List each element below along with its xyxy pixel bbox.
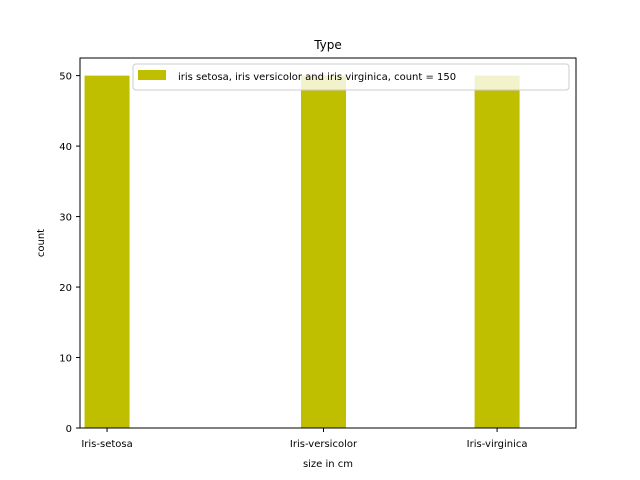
axes-frame bbox=[79, 57, 577, 429]
x-tick-label: Iris-setosa bbox=[81, 439, 132, 450]
y-axis-label: count bbox=[36, 229, 47, 257]
y-tick-label: 20 bbox=[59, 283, 72, 294]
y-tick-label: 50 bbox=[59, 72, 72, 83]
legend-label: iris setosa, iris versicolor and iris vi… bbox=[178, 72, 456, 83]
y-tick-label: 40 bbox=[59, 142, 72, 153]
legend-box bbox=[132, 63, 570, 91]
x-axis-ticks: Iris-setosa Iris-versicolor Iris-virginica bbox=[81, 428, 528, 450]
bar-iris-virginica bbox=[474, 75, 520, 428]
y-tick-label: 30 bbox=[59, 213, 72, 224]
y-tick-label: 0 bbox=[66, 424, 72, 435]
legend: iris setosa, iris versicolor and iris vi… bbox=[132, 63, 570, 91]
y-tick-label: 10 bbox=[59, 354, 72, 365]
y-axis-ticks: 0 10 20 30 40 50 bbox=[59, 72, 80, 435]
chart-title: Type bbox=[313, 38, 342, 52]
bar-iris-versicolor bbox=[300, 75, 346, 428]
x-tick-label: Iris-virginica bbox=[467, 439, 528, 450]
x-tick-label: Iris-versicolor bbox=[290, 439, 358, 450]
legend-swatch bbox=[138, 70, 166, 80]
bar-iris-setosa bbox=[84, 75, 130, 428]
x-axis-label: size in cm bbox=[303, 459, 353, 470]
bars-group bbox=[84, 75, 520, 428]
